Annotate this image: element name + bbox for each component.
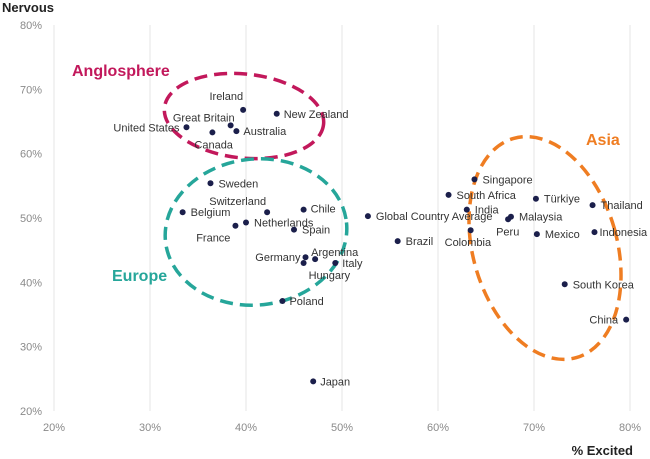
- data-point: [471, 176, 478, 183]
- point-label: Türkiye: [544, 194, 580, 206]
- data-point: [300, 260, 307, 267]
- point-label: Germany: [255, 252, 301, 264]
- x-axis-title: % Excited: [572, 443, 633, 458]
- point-label: Malaysia: [519, 212, 563, 224]
- point-label: Hungary: [309, 270, 351, 282]
- grid-lines: [53, 25, 631, 411]
- data-point: [279, 297, 286, 304]
- data-point: [561, 281, 568, 288]
- point-label: Great Britain: [173, 112, 235, 124]
- y-tick-label: 40%: [20, 277, 42, 289]
- data-point: [445, 191, 452, 198]
- data-point: [233, 128, 240, 135]
- x-tick-label: 60%: [427, 422, 449, 434]
- data-point: [589, 202, 596, 209]
- point-label: Ireland: [209, 91, 243, 103]
- y-tick-label: 50%: [20, 213, 42, 225]
- data-point: [273, 110, 280, 117]
- point-label: Peru: [496, 226, 519, 238]
- group-label: Asia: [586, 132, 620, 149]
- y-tick-label: 60%: [20, 149, 42, 161]
- point-label: Australia: [243, 126, 287, 138]
- point-label: China: [589, 315, 619, 327]
- group-ellipse: [163, 157, 349, 307]
- point-label: Thailand: [601, 200, 643, 212]
- data-point: [532, 195, 539, 202]
- point-label: Sweden: [218, 178, 258, 190]
- data-point: [183, 124, 190, 131]
- data-point: [209, 129, 216, 136]
- data-point: [467, 227, 474, 234]
- data-point: [264, 209, 271, 216]
- point-label: Argentina: [311, 247, 359, 259]
- data-point: [232, 222, 239, 229]
- y-axis-title: Nervous: [2, 0, 54, 15]
- y-tick-label: 70%: [20, 84, 42, 96]
- x-tick-label: 40%: [235, 422, 257, 434]
- data-point: [394, 238, 401, 245]
- data-point: [291, 226, 297, 233]
- point-label: Japan: [320, 376, 350, 388]
- point-label: Belgium: [191, 207, 231, 219]
- group-label: Europe: [112, 268, 167, 285]
- data-point: [505, 216, 512, 223]
- data-point: [310, 378, 317, 385]
- y-axis-ticks: 20% 30% 40% 50% 60% 70% 80%: [20, 20, 42, 418]
- point-label: India: [475, 205, 500, 217]
- point-label: Netherlands: [254, 218, 314, 230]
- x-tick-label: 80%: [619, 422, 641, 434]
- data-point: [243, 219, 249, 226]
- point-label: France: [196, 233, 230, 245]
- x-tick-label: 50%: [331, 422, 353, 434]
- data-point: [179, 209, 186, 216]
- data-point: [227, 122, 234, 129]
- x-tick-label: 20%: [43, 422, 65, 434]
- point-label: Chile: [311, 204, 336, 216]
- group-label: Anglosphere: [72, 63, 170, 80]
- y-tick-label: 20%: [20, 406, 42, 418]
- x-tick-label: 70%: [523, 422, 545, 434]
- data-point: [332, 260, 339, 267]
- point-label: Poland: [289, 296, 323, 308]
- point-label: Colombia: [445, 237, 492, 249]
- point-label: Brazil: [406, 236, 434, 248]
- point-label: Mexico: [545, 229, 580, 241]
- x-tick-label: 30%: [139, 422, 161, 434]
- data-point: [364, 213, 371, 220]
- data-point: [591, 229, 598, 236]
- group-ellipses: Anglosphere Europe Asia: [72, 63, 623, 362]
- data-point: [623, 316, 630, 323]
- data-point: [240, 106, 247, 113]
- point-label: New Zealand: [284, 109, 349, 121]
- point-label: United States: [113, 122, 180, 134]
- y-tick-label: 30%: [20, 342, 42, 354]
- data-point: [300, 206, 307, 213]
- point-label: Singapore: [482, 174, 532, 186]
- point-label: Global Country Average: [376, 211, 493, 223]
- group-ellipse: [467, 134, 623, 362]
- data-point: [312, 256, 319, 263]
- data-point: [207, 180, 214, 187]
- data-point: [302, 254, 309, 261]
- point-label: Italy: [342, 258, 363, 270]
- point-label: South Africa: [457, 190, 517, 202]
- point-label: Spain: [302, 225, 330, 237]
- point-label: South Korea: [573, 279, 635, 291]
- point-label: Indonesia: [599, 227, 648, 239]
- data-point: [463, 206, 470, 213]
- data-point: [533, 231, 540, 238]
- point-label: Canada: [194, 139, 233, 151]
- y-tick-label: 80%: [20, 20, 42, 32]
- point-label: Switzerland: [209, 196, 266, 208]
- x-axis-ticks: 20% 30% 40% 50% 60% 70% 80%: [43, 422, 641, 434]
- group-ellipse: [162, 71, 326, 161]
